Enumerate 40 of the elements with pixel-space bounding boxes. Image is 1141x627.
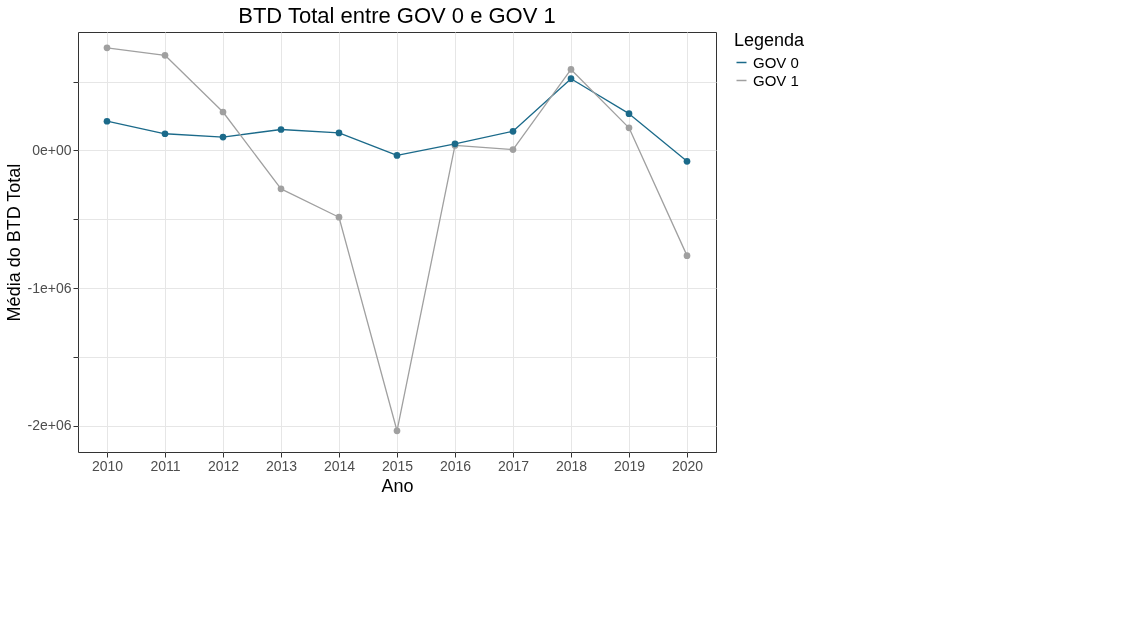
y-tick-label: -2e+06 xyxy=(27,417,72,434)
point xyxy=(567,75,575,83)
point xyxy=(161,51,169,59)
point xyxy=(277,185,285,193)
x-axis-title: Ano xyxy=(381,475,414,496)
point xyxy=(683,252,691,259)
point xyxy=(509,127,517,135)
legend-title: Legenda xyxy=(734,30,806,50)
point xyxy=(683,157,691,165)
y-axis-title: Média do BTD Total xyxy=(3,163,24,322)
x-tick-label: 2016 xyxy=(439,457,472,474)
y-tick-label: 0e+00 xyxy=(32,141,72,158)
x-tick-label: 2013 xyxy=(265,457,298,474)
point xyxy=(509,146,517,153)
x-tick-label: 2020 xyxy=(671,457,704,474)
point xyxy=(161,130,169,138)
point xyxy=(393,152,401,159)
legend-label: GOV 0 xyxy=(753,53,799,71)
point xyxy=(103,44,111,52)
legend-label: GOV 1 xyxy=(753,71,799,89)
point xyxy=(277,126,285,133)
x-tick-label: 2014 xyxy=(323,457,356,474)
point xyxy=(567,66,575,73)
x-tick-label: 2012 xyxy=(207,457,240,474)
point xyxy=(625,110,633,118)
x-tick-label: 2010 xyxy=(91,457,124,474)
point xyxy=(335,213,343,221)
chart-title: BTD Total entre GOV 0 e GOV 1 xyxy=(238,3,556,28)
x-tick-label: 2017 xyxy=(497,457,530,474)
x-tick-label: 2015 xyxy=(381,457,414,474)
x-tick-label: 2018 xyxy=(555,457,588,474)
point xyxy=(219,108,227,116)
x-tick-label: 2019 xyxy=(613,457,646,474)
point xyxy=(219,133,227,141)
point xyxy=(393,427,401,435)
point xyxy=(103,117,111,125)
point xyxy=(625,124,633,132)
point xyxy=(335,129,343,137)
y-tick-label: -1e+06 xyxy=(27,279,72,296)
x-tick-label: 2011 xyxy=(150,457,181,474)
